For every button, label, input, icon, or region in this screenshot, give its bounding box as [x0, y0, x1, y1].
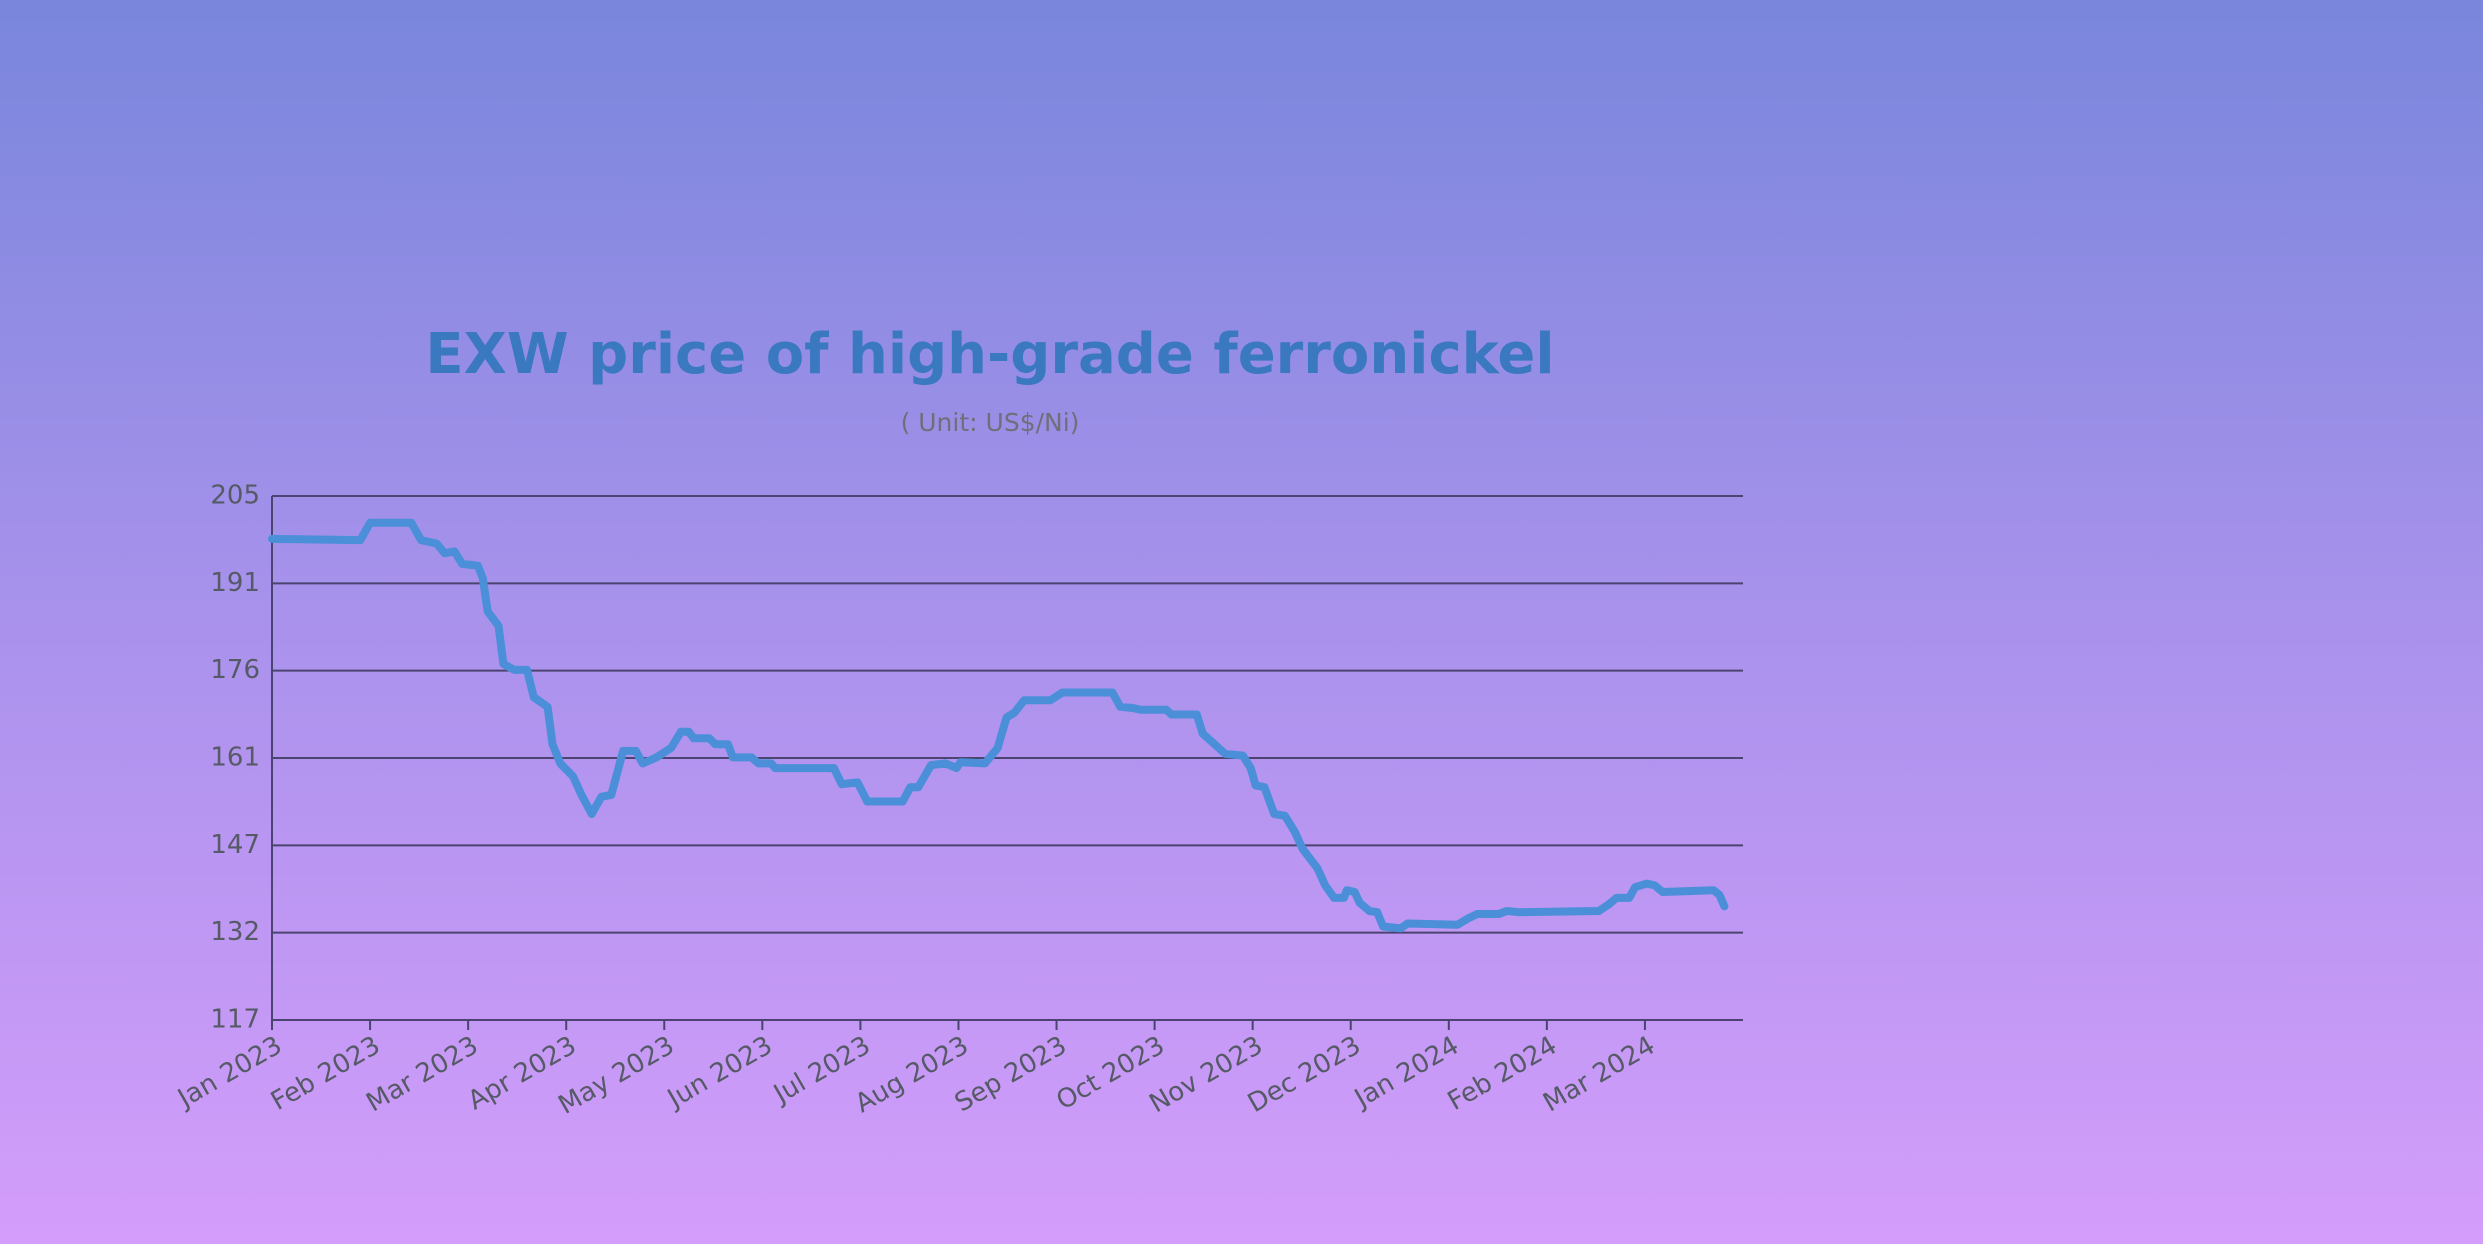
y-tick-label: 117 [210, 1005, 260, 1035]
x-tick-label: Mar 2024 [1538, 1031, 1660, 1119]
y-tick-label: 205 [210, 481, 260, 511]
price-line [268, 518, 1729, 933]
x-tick-label: Jun 2023 [661, 1031, 777, 1116]
chart-subtitle: ( Unit: US$/Ni) [901, 408, 1080, 437]
x-tick-label: Dec 2023 [1243, 1031, 1366, 1119]
x-tick-label: Aug 2023 [850, 1031, 973, 1120]
y-tick-label: 161 [210, 743, 260, 773]
chart-title: EXW price of high-grade ferronickel [425, 322, 1554, 387]
x-tick-label: Jan 2024 [1348, 1031, 1464, 1115]
y-tick-label: 132 [210, 917, 260, 947]
y-tick-label: 176 [210, 655, 260, 685]
x-tick-label: Sep 2023 [950, 1031, 1072, 1119]
y-tick-label: 191 [210, 568, 260, 598]
x-tick-label: Jan 2023 [171, 1031, 287, 1115]
x-tick-label: Mar 2023 [361, 1031, 483, 1119]
y-tick-label: 147 [210, 830, 260, 860]
